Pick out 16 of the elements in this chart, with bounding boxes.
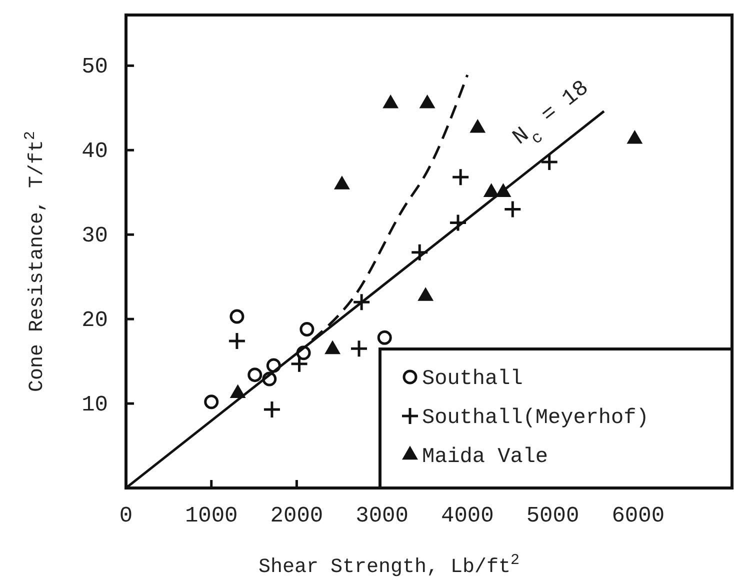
legend-label: Southall: [422, 368, 523, 391]
legend-label: Maida Vale: [422, 446, 548, 469]
x-tick-label: 3000: [356, 504, 408, 529]
y-tick-label: 10: [82, 392, 108, 418]
y-tick-label: 20: [82, 308, 108, 334]
x-tick-label: 0: [119, 504, 133, 529]
x-axis-title: Shear Strength, Lb/ft$^{2}$: [258, 552, 520, 579]
y-tick-label: 40: [82, 139, 108, 164]
x-tick-label: 4000: [441, 504, 494, 529]
x-tick-label: 6000: [612, 504, 665, 529]
x-tick-label: 5000: [526, 504, 580, 529]
x-tick-label: 2000: [270, 504, 324, 529]
y-tick-label: 30: [82, 224, 108, 249]
x-tick-label: 1000: [184, 504, 238, 529]
legend-label: Southall(Meyerhof): [422, 407, 649, 430]
y-tick-label: 50: [82, 54, 108, 80]
